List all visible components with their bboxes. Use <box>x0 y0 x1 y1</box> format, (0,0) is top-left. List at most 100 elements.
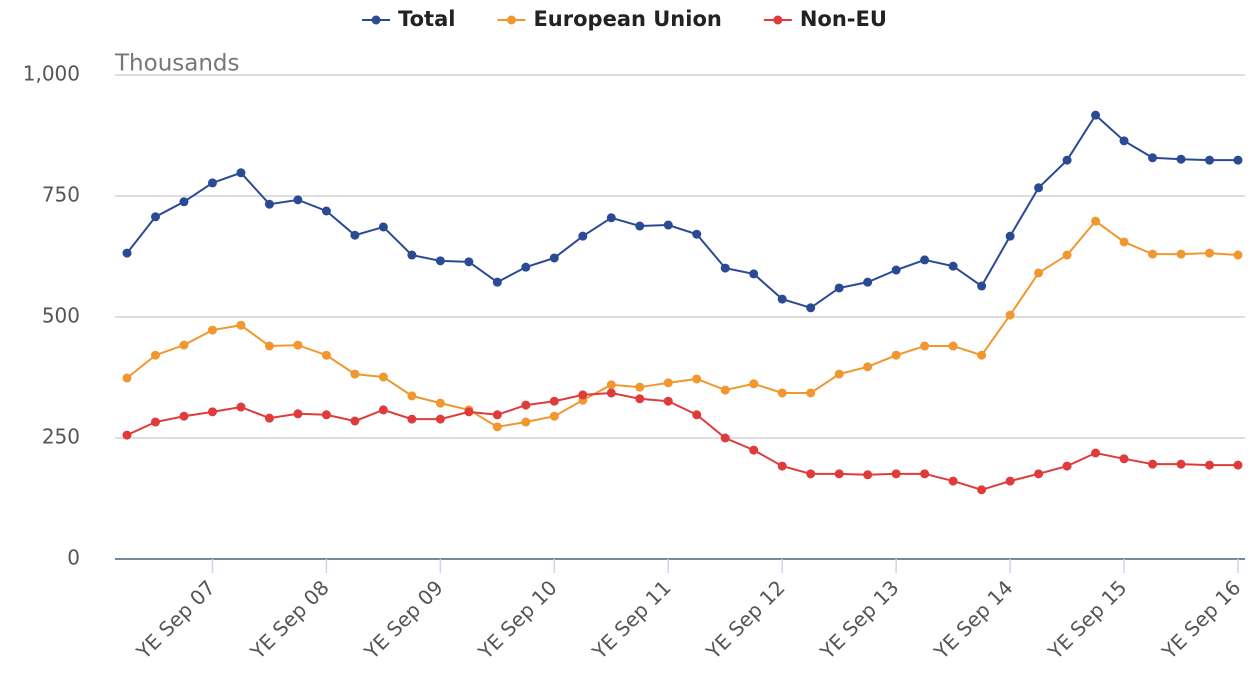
data-point <box>635 221 645 231</box>
x-tick-label: YE Sep 10 <box>473 575 562 664</box>
legend-label: European Union <box>533 7 721 31</box>
data-point <box>1205 155 1215 165</box>
data-point <box>806 469 816 479</box>
data-point <box>977 485 987 495</box>
data-point <box>920 469 930 479</box>
data-point <box>549 411 559 421</box>
data-point <box>1062 461 1072 471</box>
x-tick-label: YE Sep 15 <box>1043 575 1132 664</box>
data-point <box>948 261 958 271</box>
data-point <box>1091 448 1101 458</box>
data-point <box>1233 250 1243 260</box>
data-point <box>948 341 958 351</box>
data-point <box>464 257 474 267</box>
data-point <box>264 413 274 423</box>
x-tick-label: YE Sep 12 <box>701 575 790 664</box>
data-point <box>1148 459 1158 469</box>
data-point <box>521 400 531 410</box>
data-point <box>749 269 759 279</box>
data-point <box>1034 183 1044 193</box>
data-point <box>977 350 987 360</box>
data-point <box>749 379 759 389</box>
data-point <box>606 380 616 390</box>
data-point <box>863 470 873 480</box>
data-point <box>806 303 816 313</box>
data-point <box>293 340 303 350</box>
series-line <box>126 391 1238 491</box>
data-point <box>492 277 502 287</box>
legend-marker <box>773 15 783 25</box>
legend-marker <box>371 15 381 25</box>
data-point <box>321 410 331 420</box>
data-point <box>635 394 645 404</box>
data-point <box>179 411 189 421</box>
data-point <box>977 281 987 291</box>
x-tick-label: YE Sep 07 <box>131 575 220 664</box>
data-point <box>920 341 930 351</box>
data-point <box>150 350 160 360</box>
data-point <box>464 407 474 417</box>
series-line <box>126 113 1238 309</box>
data-point <box>1119 454 1129 464</box>
data-point <box>720 433 730 443</box>
data-point <box>1034 469 1044 479</box>
data-point <box>435 256 445 266</box>
data-point <box>749 445 759 455</box>
y-tick-label: 750 <box>42 183 80 207</box>
legend: Total European Union Non-EU <box>362 7 887 31</box>
y-axis-label: Thousands <box>114 51 240 77</box>
data-point <box>293 409 303 419</box>
data-point <box>321 206 331 216</box>
data-point <box>834 469 844 479</box>
legend-label: Non-EU <box>800 7 887 31</box>
data-point <box>606 388 616 398</box>
data-point <box>207 325 217 335</box>
data-point <box>207 178 217 188</box>
data-point <box>179 197 189 207</box>
data-point <box>207 407 217 417</box>
data-point <box>1119 136 1129 146</box>
data-point <box>264 199 274 209</box>
data-point <box>492 410 502 420</box>
data-point <box>777 294 787 304</box>
data-point <box>435 414 445 424</box>
data-point <box>834 369 844 379</box>
data-point <box>1119 237 1129 247</box>
y-tick-label: 1,000 <box>23 62 80 86</box>
data-point <box>1176 249 1186 259</box>
data-point <box>236 402 246 412</box>
data-point <box>350 416 360 426</box>
y-tick-label: 0 <box>67 546 80 570</box>
data-point <box>150 212 160 222</box>
data-point <box>1005 310 1015 320</box>
data-point <box>863 277 873 287</box>
data-point <box>1205 248 1215 258</box>
data-point <box>150 417 160 427</box>
data-point <box>1205 460 1215 470</box>
data-point <box>891 350 901 360</box>
data-point <box>407 250 417 260</box>
data-point <box>321 350 331 360</box>
series-line <box>126 219 1239 428</box>
data-point <box>378 372 388 382</box>
data-point <box>1091 216 1101 226</box>
data-point <box>236 320 246 330</box>
data-point <box>606 213 616 223</box>
data-point <box>435 398 445 408</box>
data-point <box>407 391 417 401</box>
data-point <box>692 229 702 239</box>
y-tick-label: 500 <box>42 304 80 328</box>
data-point <box>407 414 417 424</box>
data-point <box>1148 153 1158 163</box>
data-point <box>293 195 303 205</box>
data-point <box>1148 249 1158 259</box>
data-point <box>1091 110 1101 120</box>
data-point <box>891 469 901 479</box>
data-point <box>521 417 531 427</box>
x-tick-label: YE Sep 09 <box>359 575 448 664</box>
y-tick-label: 250 <box>42 425 80 449</box>
data-point <box>122 430 132 440</box>
data-point <box>350 369 360 379</box>
data-point <box>1005 231 1015 241</box>
